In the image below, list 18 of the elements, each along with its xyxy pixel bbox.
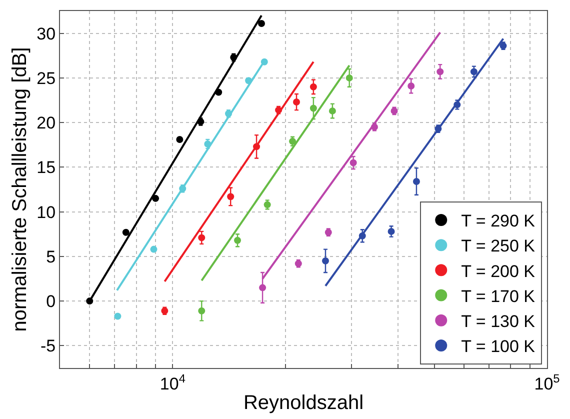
y-axis-title: normalisierte Schallleistung [dB] (9, 47, 32, 332)
y-tick-label: 10 (36, 202, 56, 222)
legend-label: T = 100 K (461, 337, 536, 356)
x-tick-label: 10$^{4}$ (160, 371, 186, 394)
legend-label: T = 170 K (461, 286, 536, 306)
y-tick-label: 20 (36, 114, 56, 133)
legend-label: T = 290 K (461, 212, 536, 231)
x-tick-label: 10$^{5}$ (534, 371, 560, 394)
legend-label: T = 200 K (461, 262, 536, 281)
x-axis-title: Reynoldszahl (243, 392, 364, 414)
y-tick-label: 25 (36, 68, 56, 88)
y-tick-label: 5 (46, 247, 56, 266)
y-tick-label: -5 (40, 336, 56, 356)
y-tick-label: 15 (36, 158, 56, 178)
y-tick-label: 30 (36, 24, 56, 44)
y-tick-label: 0 (46, 292, 56, 312)
legend-label: T = 130 K (461, 312, 536, 332)
legend-label: T = 250 K (461, 236, 536, 256)
